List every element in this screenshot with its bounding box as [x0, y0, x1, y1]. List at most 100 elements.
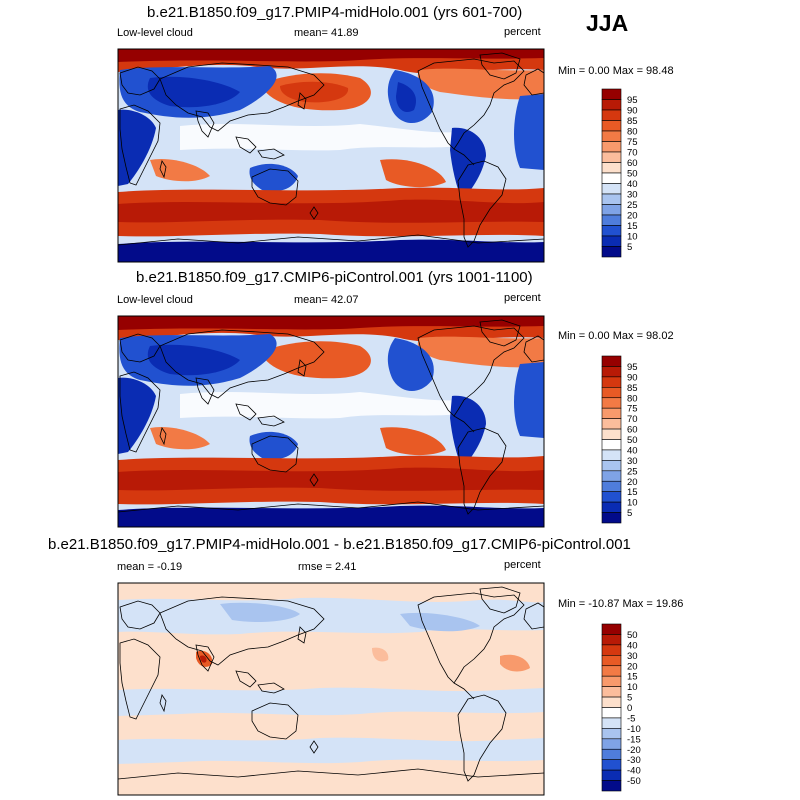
colorbar-tick-label: 85 [627, 116, 638, 127]
colorbar-swatch [601, 759, 622, 771]
colorbar-swatch [601, 246, 622, 258]
colorbar-tick-label: 25 [627, 466, 638, 477]
colorbar-tick-label: 15 [627, 221, 638, 232]
panel1-minmax-label: Min = 0.00 Max = 98.48 [558, 65, 674, 77]
colorbar-tick-label: 85 [627, 383, 638, 394]
colorbar-swatch [601, 376, 622, 388]
colorbar-swatch [601, 644, 622, 656]
colorbar-tick-label: 15 [627, 487, 638, 498]
panel1-title: b.e21.B1850.f09_g17.PMIP4-midHolo.001 (y… [147, 4, 523, 21]
colorbar-swatch [601, 214, 622, 226]
colorbar-tick-label: 90 [627, 372, 638, 383]
colorbar-tick-label: 80 [627, 393, 638, 404]
colorbar-tick-label: 10 [627, 682, 638, 693]
colorbar-tick-label: 60 [627, 158, 638, 169]
colorbar-tick-label: 10 [627, 498, 638, 509]
colorbar-tick-label: 30 [627, 456, 638, 467]
colorbar-tick-label: -20 [627, 745, 641, 756]
colorbar-swatch [601, 355, 622, 367]
panel2-title: b.e21.B1850.f09_g17.CMIP6-piControl.001 … [136, 269, 533, 286]
colorbar-tick-label: 5 [627, 242, 632, 253]
colorbar-swatch [601, 183, 622, 195]
colorbar-tick-label: -40 [627, 766, 641, 777]
colorbar-tick-label: -50 [627, 776, 641, 787]
colorbar-tick-label: 50 [627, 630, 638, 641]
colorbar-swatch [601, 460, 622, 472]
panel1-map [117, 48, 545, 263]
colorbar-tick-label: 50 [627, 435, 638, 446]
colorbar-tick-label: 40 [627, 640, 638, 651]
colorbar-tick-label: 15 [627, 672, 638, 683]
colorbar-tick-label: 0 [627, 703, 632, 714]
colorbar-tick-label: 40 [627, 179, 638, 190]
panel3-minmax-label: Min = -10.87 Max = 19.86 [558, 598, 684, 610]
panel3-map [117, 582, 545, 796]
panel2-mean-label: mean= 42.07 [294, 294, 359, 306]
colorbar-swatch [601, 634, 622, 646]
panel3-units-label: percent [504, 559, 541, 571]
colorbar-tick-label: -30 [627, 755, 641, 766]
colorbar-swatch [601, 748, 622, 760]
colorbar-swatch [601, 141, 622, 153]
colorbar-tick-label: 20 [627, 477, 638, 488]
panel2-units-label: percent [504, 292, 541, 304]
colorbar-swatch [601, 665, 622, 677]
colorbar-swatch [601, 225, 622, 237]
colorbar-swatch [601, 99, 622, 111]
colorbar-swatch [601, 738, 622, 750]
colorbar-tick-label: -15 [627, 734, 641, 745]
season-label: JJA [586, 10, 629, 36]
colorbar-tick-label: 60 [627, 425, 638, 436]
colorbar-tick-label: 20 [627, 661, 638, 672]
colorbar-tick-label: -10 [627, 724, 641, 735]
colorbar-tick-label: -5 [627, 713, 635, 724]
colorbar-swatch [601, 428, 622, 440]
panel1-variable-label: Low-level cloud [117, 27, 193, 39]
panel3-mean-label: mean = -0.19 [117, 561, 183, 573]
colorbar-swatch [601, 686, 622, 698]
colorbar-swatch [601, 366, 622, 378]
colorbar-swatch [601, 769, 622, 781]
panel3-title: b.e21.B1850.f09_g17.PMIP4-midHolo.001 - … [48, 536, 631, 553]
colorbar-tick-label: 95 [627, 95, 638, 106]
panel2-variable-label: Low-level cloud [117, 294, 193, 306]
panel1-units-label: percent [504, 26, 541, 38]
colorbar-swatch [601, 88, 622, 100]
colorbar-swatch [601, 696, 622, 708]
colorbar-swatch [601, 480, 622, 492]
colorbar-tick-label: 80 [627, 127, 638, 138]
panel2-minmax-label: Min = 0.00 Max = 98.02 [558, 330, 674, 342]
colorbar-tick-label: 70 [627, 148, 638, 159]
panel3-rmse-label: rmse = 2.41 [298, 561, 357, 573]
colorbar-tick-label: 30 [627, 190, 638, 201]
colorbar-tick-label: 5 [627, 693, 632, 704]
colorbar-swatch [601, 193, 622, 205]
colorbar-tick-label: 75 [627, 137, 638, 148]
colorbar-swatch [601, 728, 622, 740]
colorbar-swatch [601, 623, 622, 635]
colorbar-swatch [601, 501, 622, 513]
colorbar-swatch [601, 172, 622, 184]
colorbar-tick-label: 70 [627, 414, 638, 425]
colorbar-swatch [601, 387, 622, 399]
colorbar-swatch [601, 109, 622, 121]
colorbar-swatch [601, 235, 622, 247]
colorbar-swatch [601, 717, 622, 729]
colorbar-tick-label: 75 [627, 404, 638, 415]
colorbar-swatch [601, 655, 622, 667]
colorbar-swatch [601, 397, 622, 409]
colorbar-swatch [601, 780, 622, 792]
colorbar-tick-label: 30 [627, 651, 638, 662]
colorbar-tick-label: 40 [627, 445, 638, 456]
colorbar-swatch [601, 130, 622, 142]
colorbar-swatch [601, 418, 622, 430]
colorbar-swatch [601, 491, 622, 503]
panel1-mean-label: mean= 41.89 [294, 27, 359, 39]
colorbar-swatch [601, 512, 622, 524]
colorbar-tick-label: 10 [627, 232, 638, 243]
colorbar-swatch [601, 449, 622, 461]
colorbar-swatch [601, 204, 622, 216]
